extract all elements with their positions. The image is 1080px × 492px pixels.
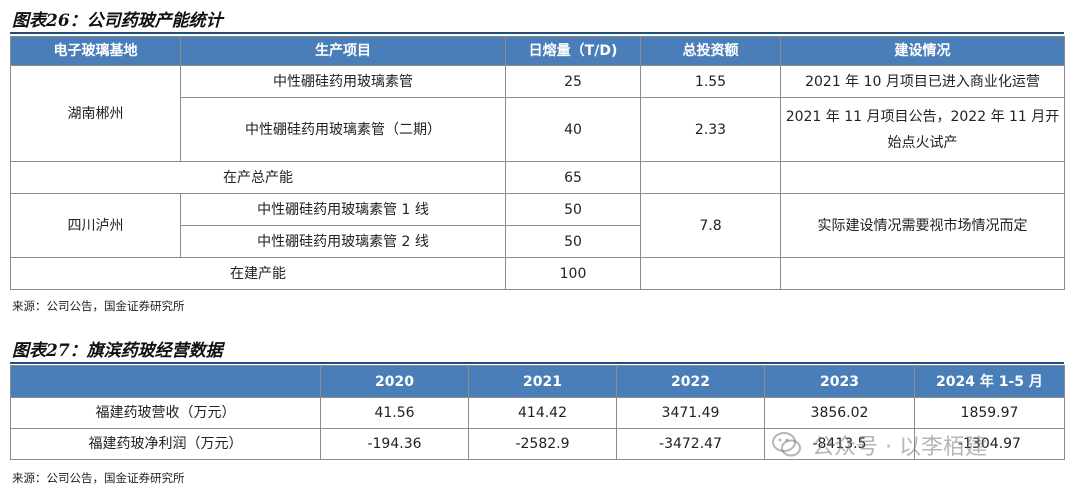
melt-cell: 100 — [505, 257, 641, 290]
value-cell: -2582.9 — [468, 428, 617, 460]
table-row: 四川泸州 中性硼硅药用玻璃素管 1 线 50 7.8 实际建设情况需要视市场情况… — [10, 193, 1065, 258]
value-cell: 3856.02 — [764, 397, 915, 429]
empty-cell — [640, 257, 781, 290]
project-cell: 中性硼硅药用玻璃素管 2 线 — [180, 225, 506, 258]
capacity-table: 电子玻璃基地 生产项目 日熔量（T/D) 总投资额 建设情况 湖南郴州 中性硼硅… — [10, 36, 1065, 290]
melt-cell: 50 — [505, 225, 641, 258]
table-row: 福建药玻营收（万元） 41.56 414.42 3471.49 3856.02 … — [10, 397, 1065, 429]
under-construction-label: 在建产能 — [10, 257, 506, 290]
status-line: 始点火试产 — [887, 134, 958, 151]
value-cell: 3471.49 — [616, 397, 765, 429]
table-row: 湖南郴州 中性硼硅药用玻璃素管 25 1.55 2021 年 10 月项目已进入… — [10, 65, 1065, 162]
figure26-title: 图表26：公司药玻产能统计 — [12, 11, 223, 31]
header-melt: 日熔量（T/D) — [505, 36, 641, 66]
project-cell: 中性硼硅药用玻璃素管 1 线 — [180, 193, 506, 226]
figure27-title-rule — [10, 362, 1064, 364]
header-status: 建设情况 — [780, 36, 1065, 66]
status-cell: 实际建设情况需要视市场情况而定 — [780, 193, 1065, 258]
status-cell: 2021 年 10 月项目已进入商业化运营 — [780, 65, 1065, 98]
header-year: 2021 — [468, 365, 617, 398]
figure26-title-rule — [10, 32, 1064, 34]
header-year: 2024 年 1-5 月 — [914, 365, 1065, 398]
row-label: 福建药玻营收（万元） — [10, 397, 321, 429]
investment-cell: 1.55 — [640, 65, 781, 98]
value-cell: 414.42 — [468, 397, 617, 429]
watermark: 公众号 · 以李栢建 — [770, 428, 987, 462]
wechat-icon — [770, 428, 804, 462]
project-cell: 中性硼硅药用玻璃素管 — [180, 65, 506, 98]
header-project: 生产项目 — [180, 36, 506, 66]
melt-cell: 25 — [505, 65, 641, 98]
status-line: 2021 年 11 月项目公告，2022 年 11 月开 — [785, 108, 1060, 125]
value-cell: 1859.97 — [914, 397, 1065, 429]
operations-table: 2020 2021 2022 2023 2024 年 1-5 月 福建药玻营收（… — [10, 365, 1065, 460]
header-base: 电子玻璃基地 — [10, 36, 181, 66]
figure26-source: 来源：公司公告，国金证券研究所 — [12, 299, 185, 313]
watermark-text: 公众号 · 以李栢建 — [812, 435, 987, 460]
melt-cell: 40 — [505, 97, 641, 162]
base-sichuan: 四川泸州 — [10, 193, 181, 258]
status-cell: 2021 年 11 月项目公告，2022 年 11 月开 始点火试产 — [780, 97, 1065, 162]
project-cell: 中性硼硅药用玻璃素管（二期） — [180, 97, 506, 162]
in-production-label: 在产总产能 — [10, 161, 506, 194]
melt-cell: 65 — [505, 161, 641, 194]
value-cell: -194.36 — [320, 428, 469, 460]
header-year: 2022 — [616, 365, 765, 398]
header-investment: 总投资额 — [640, 36, 781, 66]
empty-cell — [780, 257, 1065, 290]
table-row: 在建产能 100 — [10, 257, 1065, 290]
empty-cell — [780, 161, 1065, 194]
table-row: 中性硼硅药用玻璃素管（二期） 40 2.33 2021 年 11 月项目公告，2… — [11, 97, 1065, 162]
value-cell: -1304.97 — [914, 428, 1065, 460]
header-empty — [10, 365, 321, 398]
investment-cell: 7.8 — [640, 193, 781, 258]
table-row: 中性硼硅药用玻璃素管 2 线 50 — [11, 225, 1065, 258]
melt-cell: 50 — [505, 193, 641, 226]
header-year: 2020 — [320, 365, 469, 398]
figure27-source: 来源：公司公告，国金证券研究所 — [12, 471, 185, 485]
header-year: 2023 — [764, 365, 915, 398]
value-cell: 41.56 — [320, 397, 469, 429]
row-label: 福建药玻净利润（万元） — [10, 428, 321, 460]
table-row: 福建药玻净利润（万元） -194.36 -2582.9 -3472.47 -84… — [10, 428, 1065, 460]
capacity-header-row: 电子玻璃基地 生产项目 日熔量（T/D) 总投资额 建设情况 — [10, 36, 1065, 66]
table-row: 在产总产能 65 — [10, 161, 1065, 194]
base-hunan: 湖南郴州 — [10, 65, 181, 162]
figure27-title: 图表27：旗滨药玻经营数据 — [12, 341, 223, 361]
investment-cell: 2.33 — [640, 97, 781, 162]
empty-cell — [640, 161, 781, 194]
value-cell: -3472.47 — [616, 428, 765, 460]
operations-header-row: 2020 2021 2022 2023 2024 年 1-5 月 — [10, 365, 1065, 398]
